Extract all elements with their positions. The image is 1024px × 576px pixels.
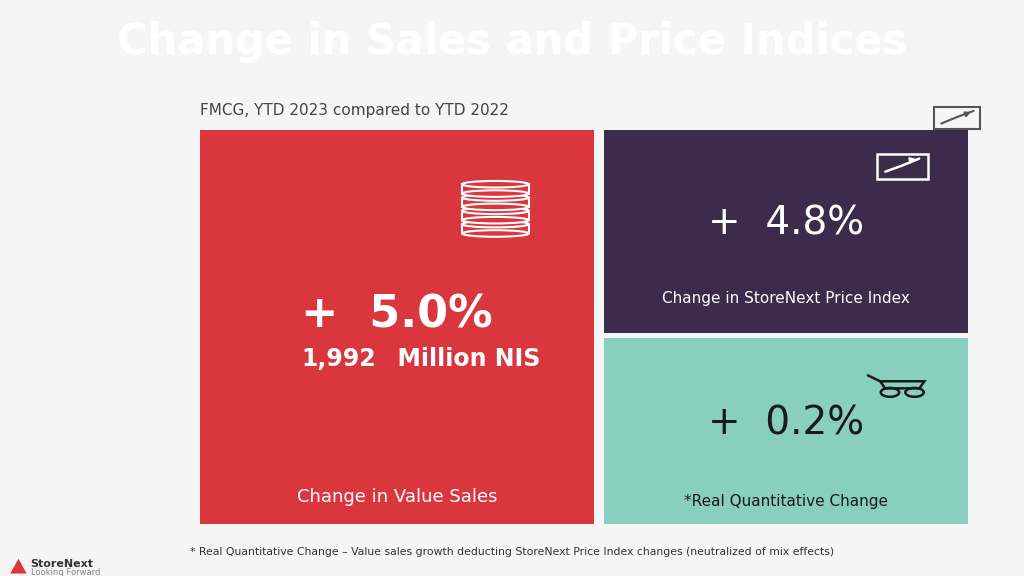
Text: Million NIS: Million NIS: [381, 347, 541, 371]
Bar: [462, 184, 528, 194]
Text: 1,992: 1,992: [302, 347, 377, 371]
Bar: [604, 338, 968, 524]
Ellipse shape: [462, 190, 528, 197]
Ellipse shape: [462, 194, 528, 201]
Bar: [462, 224, 528, 233]
Ellipse shape: [462, 181, 528, 188]
Text: +  0.2%: + 0.2%: [708, 404, 864, 442]
Bar: [935, 107, 981, 129]
Polygon shape: [10, 559, 27, 574]
Bar: [604, 130, 968, 333]
Ellipse shape: [462, 230, 528, 237]
Bar: [462, 198, 528, 207]
Ellipse shape: [462, 221, 528, 228]
Ellipse shape: [462, 217, 528, 223]
Text: FMCG, YTD 2023 compared to YTD 2022: FMCG, YTD 2023 compared to YTD 2022: [200, 103, 509, 118]
Text: Change in StoreNext Price Index: Change in StoreNext Price Index: [662, 291, 910, 306]
Text: StoreNext: StoreNext: [31, 559, 94, 569]
Text: +  5.0%: + 5.0%: [301, 294, 493, 337]
Text: *Real Quantitative Change: *Real Quantitative Change: [684, 494, 888, 509]
Text: +  4.8%: + 4.8%: [708, 204, 864, 242]
Text: Change in Value Sales: Change in Value Sales: [297, 488, 497, 506]
Ellipse shape: [462, 207, 528, 214]
Bar: [200, 130, 594, 524]
Text: Looking Forward: Looking Forward: [31, 567, 100, 576]
Bar: [462, 211, 528, 220]
Text: Change in Sales and Price Indices: Change in Sales and Price Indices: [117, 21, 907, 63]
Text: * Real Quantitative Change – Value sales growth deducting StoreNext Price Index : * Real Quantitative Change – Value sales…: [189, 547, 835, 558]
Bar: [877, 154, 928, 179]
Ellipse shape: [462, 203, 528, 210]
